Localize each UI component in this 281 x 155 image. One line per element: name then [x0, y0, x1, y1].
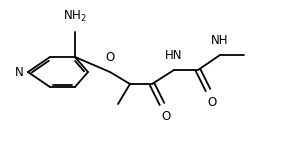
Text: HN: HN — [165, 49, 183, 62]
Text: NH$_2$: NH$_2$ — [63, 9, 87, 24]
Text: O: O — [207, 96, 217, 109]
Text: O: O — [161, 110, 171, 123]
Text: NH: NH — [211, 34, 229, 47]
Text: N: N — [15, 66, 24, 78]
Text: O: O — [105, 51, 115, 64]
